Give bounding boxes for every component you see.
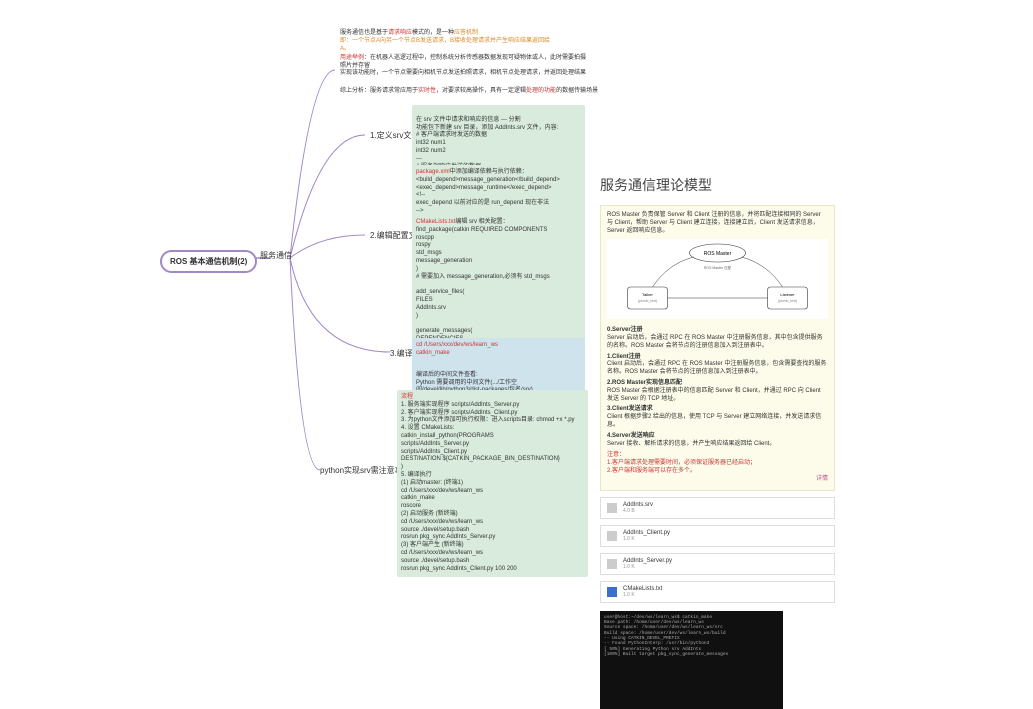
config-note-1: package.xml中添加编译依赖与执行依赖： <build_depend>m… [412, 165, 585, 220]
file-list: AddInts.srv4.0 B AddInts_Client.py1.0 K Ad… [600, 497, 835, 603]
theory-card: ROS Master 负责保管 Server 和 Client 注册的信息，并将… [600, 205, 835, 491]
comm-diagram: ROS Master Talker (plumb_test) Listener … [607, 239, 828, 319]
notes-body: 1.客户端请求处理需要时间，必须保证服务器已经启动； 2.客户端和服务端可以存在… [607, 460, 828, 476]
root-node[interactable]: ROS 基本通信机制(2) [160, 250, 257, 273]
svg-text:ROS Master: ROS Master [704, 251, 732, 257]
compile-note-1: cd /Users/xxx/dev/ws/learn_ws catkin_mak… [412, 338, 585, 362]
python-note: 流程 1. 服务端实现程序 scripts/AddInts_Server.py … [397, 390, 588, 577]
compile-branch-label: 3.编译 [390, 348, 413, 359]
file-text: CMakeLists.txt1.0 K [623, 586, 662, 598]
main-branch-label: 服务通信 [260, 250, 292, 261]
file-item[interactable]: AddInts_Client.py1.0 K [600, 525, 835, 547]
detail-note: 实现该功能时，一个节点需要向相机节点发送拍照请求，相机节点处理请求，并返回处理结… [340, 70, 590, 78]
file-text: AddInts_Client.py1.0 K [623, 530, 670, 542]
step3-body: Client 根据步骤2 给出的信息，使用 TCP 与 Server 建立网络连… [607, 414, 828, 430]
svg-text:ROS Master 匹配: ROS Master 匹配 [704, 265, 732, 270]
svg-text:(plumb_test): (plumb_test) [638, 299, 657, 303]
step2-body: ROS Master 会根据注册表中的信息匹配 Server 和 Client，… [607, 388, 828, 404]
file-item[interactable]: AddInts_Server.py1.0 K [600, 553, 835, 575]
file-text: AddInts.srv4.0 B [623, 502, 653, 514]
svg-text:Listener: Listener [780, 292, 795, 297]
svg-text:(plumb_test): (plumb_test) [778, 299, 797, 303]
right-column: 服务通信理论模型 ROS Master 负责保管 Server 和 Client… [600, 175, 835, 709]
detail-link[interactable]: 详情 [816, 476, 828, 482]
file-item[interactable]: CMakeLists.txt1.0 K [600, 581, 835, 603]
svg-text:Talker: Talker [642, 292, 653, 297]
step1-title: 1.Client注册 [607, 354, 641, 360]
file-icon [607, 587, 617, 597]
example-note: 用途举例：在机器人巡逻过程中，控制系统分析传感器数据发现可疑物体或人，此时需要拍… [340, 55, 590, 71]
file-icon [607, 559, 617, 569]
right-title: 服务通信理论模型 [600, 175, 835, 195]
file-icon [607, 503, 617, 513]
file-icon [607, 531, 617, 541]
step0-title: 0.Server注册 [607, 327, 643, 333]
step4-title: 4.Server发送响应 [607, 433, 655, 439]
step4-body: Server 接收、解析请求的信息，并产生响应结果返回给 Client。 [607, 441, 828, 449]
step3-title: 3.Client发送请求 [607, 406, 653, 412]
step2-title: 2.ROS Master实现信息匹配 [607, 380, 682, 386]
top-note: 服务通信也是基于请求响应模式的，是一种应答机制 即：一个节点A向另一个节点B发送… [340, 30, 550, 53]
terminal-screenshot: user@host:~/dev/ws/learn_ws$ catkin_make… [600, 611, 783, 709]
file-text: AddInts_Server.py1.0 K [623, 558, 672, 570]
notes-title: 注意： [607, 452, 828, 460]
summary-note: 综上分析：服务请求常应用于实时性，对要求较高操作，具有一定逻辑处理的功能的数据传… [340, 88, 600, 96]
step0-body: Server 启动后，会通过 RPC 在 ROS Master 中注册服务信息，… [607, 335, 828, 351]
file-item[interactable]: AddInts.srv4.0 B [600, 497, 835, 519]
step1-body: Client 启动后，会通过 RPC 在 ROS Master 中注册服务信息，… [607, 361, 828, 377]
card-intro: ROS Master 负责保管 Server 和 Client 注册的信息，并将… [607, 212, 828, 235]
